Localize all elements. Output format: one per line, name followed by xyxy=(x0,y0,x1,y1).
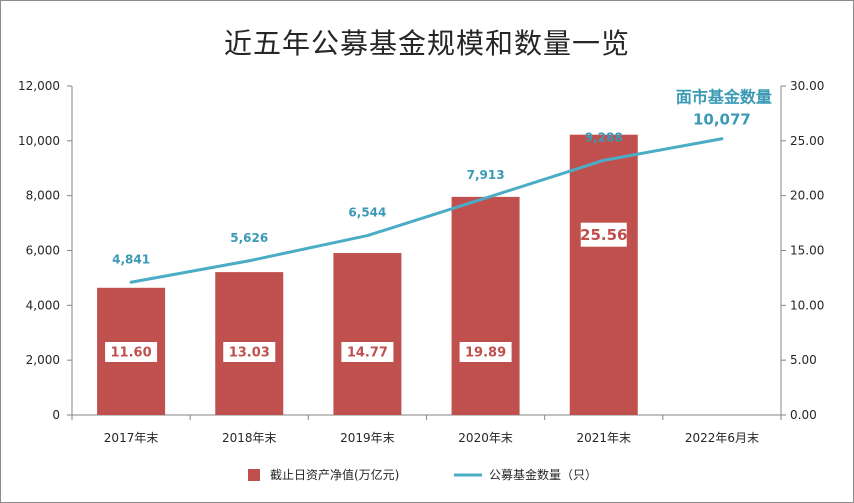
bar-value-label: 13.03 xyxy=(229,346,270,361)
x-tick-label: 2020年末 xyxy=(458,431,513,445)
bar-value-label: 11.60 xyxy=(111,346,152,361)
line-annotation: 面市基金数量 xyxy=(676,88,772,107)
right-tick-label: 25.00 xyxy=(790,134,824,148)
line-point xyxy=(720,137,724,141)
left-tick-label: 12,000 xyxy=(18,79,60,93)
right-tick-label: 30.00 xyxy=(790,79,824,93)
legend: 截止日资产净值(万亿元) 公募基金数量（只） xyxy=(248,467,597,482)
data-labels: 11.60 13.03 14.77 19.89 25.56 4,841 5,626 6,544… xyxy=(105,88,772,362)
bar-label-box xyxy=(223,342,276,362)
bar xyxy=(569,134,638,415)
bar-label-box xyxy=(341,342,394,362)
right-tick-label: 0.00 xyxy=(790,408,817,422)
legend-label-bar: 截止日资产净值(万亿元) xyxy=(270,467,399,482)
line-point xyxy=(365,234,369,238)
line-value-label: 7,913 xyxy=(467,168,505,182)
line-value-label: 9,288 xyxy=(585,130,623,144)
legend-label-line: 公募基金数量（只） xyxy=(489,467,597,482)
line-point xyxy=(247,259,251,263)
x-tick-label: 2021年末 xyxy=(576,431,631,445)
line-value-label: 4,841 xyxy=(112,252,150,266)
bar-label-box xyxy=(105,342,158,362)
left-tick-label: 2,000 xyxy=(26,353,60,367)
bar-value-label: 14.77 xyxy=(347,346,388,361)
x-tick-label: 2017年末 xyxy=(104,431,159,445)
right-tick-label: 10.00 xyxy=(790,298,824,312)
line-value-label: 6,544 xyxy=(348,206,386,220)
bar-label-box xyxy=(580,222,627,247)
left-tick-label: 8,000 xyxy=(26,189,60,203)
axes: 0 2,000 4,000 6,000 8,000 10,000 12,000 0.00 5.0… xyxy=(18,79,824,445)
right-tick-label: 20.00 xyxy=(790,189,824,203)
x-tick-label: 2019年末 xyxy=(340,431,395,445)
line-point xyxy=(129,280,133,284)
bar xyxy=(333,253,402,415)
left-tick-label: 4,000 xyxy=(26,298,60,312)
left-tick-label: 6,000 xyxy=(26,244,60,258)
x-tick-label: 2022年6月末 xyxy=(685,431,759,445)
line-value-label: 5,626 xyxy=(230,231,268,245)
right-tick-label: 5.00 xyxy=(790,353,817,367)
count-line xyxy=(130,137,723,284)
legend-swatch-bar xyxy=(248,469,260,481)
bar-label-box xyxy=(459,342,512,362)
x-tick-label: 2018年末 xyxy=(222,431,277,445)
chart-title: 近五年公募基金规模和数量一览 xyxy=(223,27,630,60)
bar-value-label: 25.56 xyxy=(580,226,627,244)
line-point xyxy=(484,196,488,200)
line-value-label: 10,077 xyxy=(693,111,751,129)
left-tick-label: 0 xyxy=(52,408,60,422)
line-series xyxy=(129,137,724,284)
right-tick-label: 15.00 xyxy=(790,244,824,258)
left-tick-label: 10,000 xyxy=(18,134,60,148)
bar xyxy=(451,196,520,415)
line-point xyxy=(602,158,606,162)
bar-value-label: 19.89 xyxy=(465,346,506,361)
